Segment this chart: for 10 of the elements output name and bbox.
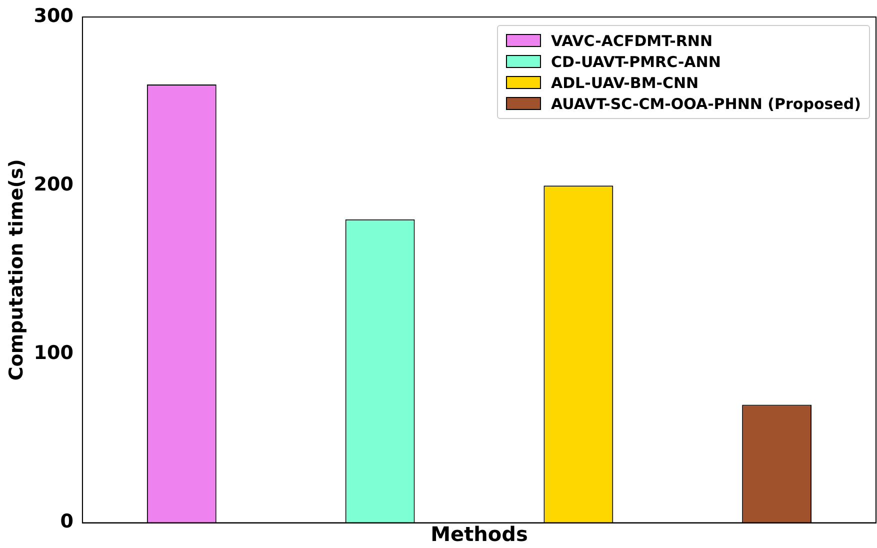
y-tick-label: 0: [60, 510, 74, 533]
y-tick-label: 300: [34, 4, 74, 27]
y-tick-label: 200: [34, 174, 74, 196]
x-axis-title: Methods: [430, 522, 528, 546]
legend-label: ADL-UAV-BM-CNN: [551, 74, 699, 92]
legend-label: AUAVT-SC-CM-OOA-PHNN (Proposed): [551, 94, 861, 112]
legend-label: CD-UAVT-PMRC-ANN: [551, 52, 721, 70]
y-axis-title: Computation time(s): [5, 159, 28, 381]
legend-label: VAVC-ACFDMT-RNN: [551, 32, 713, 50]
y-tick-label: 100: [34, 342, 74, 364]
